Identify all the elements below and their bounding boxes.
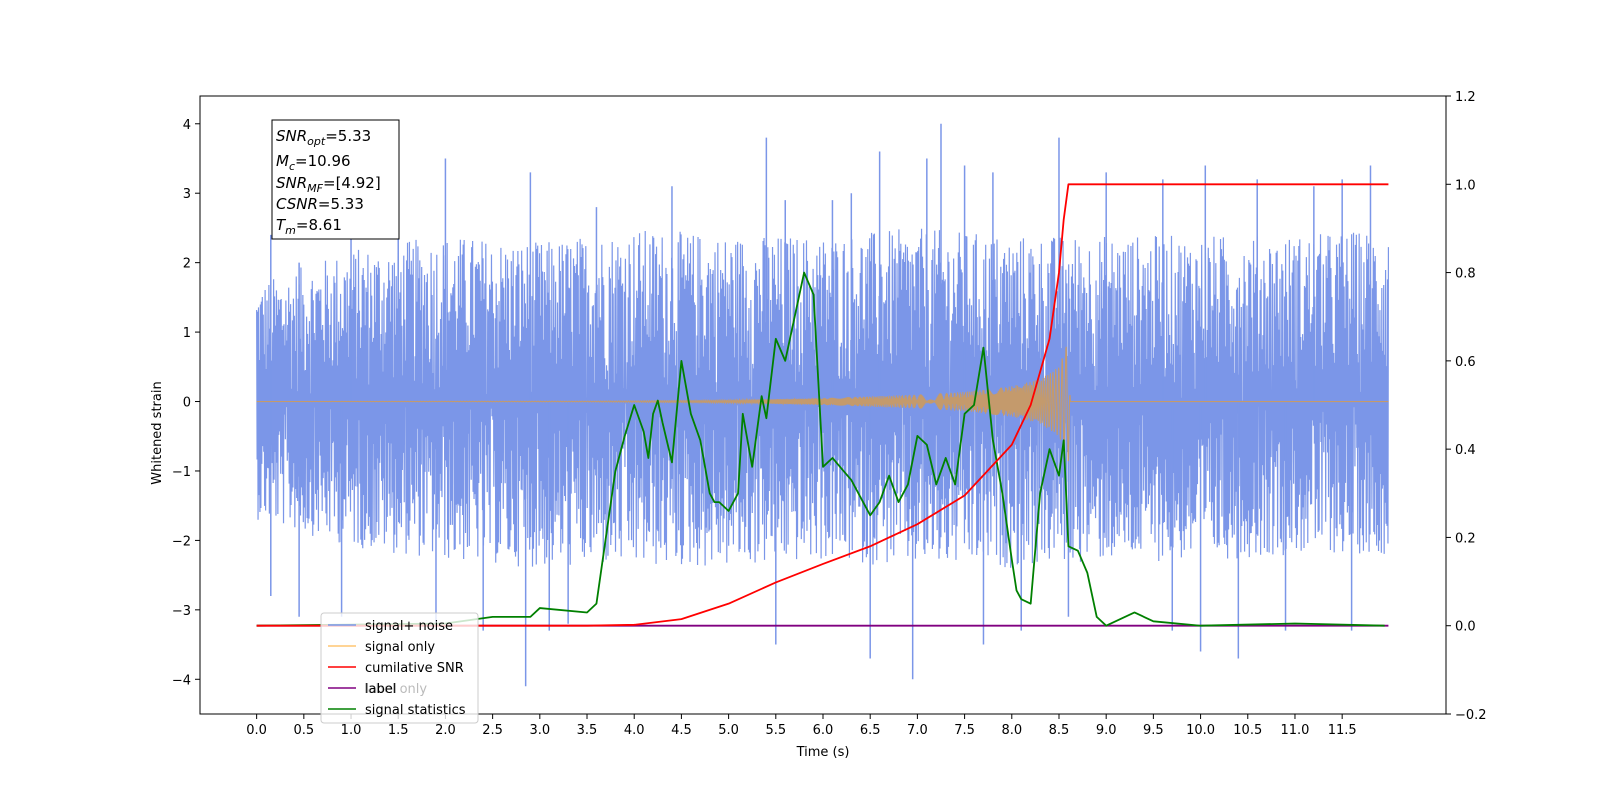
x-tick-label: 2.0 [435,723,456,738]
y2-tick-label: 0.4 [1455,443,1476,458]
info-box: SNRopt=5.33 Mc=10.96 SNRMF=[4.92] CSNR=5… [271,119,400,240]
x-tick-label: 3.0 [529,723,550,738]
y2-tick-label: 1.2 [1455,90,1476,105]
x-tick-label: 10.0 [1186,723,1215,738]
x-tick-label: 11.0 [1280,723,1309,738]
x-tick-label: 5.0 [718,723,739,738]
y2-tick-label: 0.0 [1455,620,1476,635]
x-tick-label: 3.5 [577,723,598,738]
info-csnr: CSNR=5.33 [276,195,364,213]
x-tick-label: 1.0 [341,723,362,738]
legend-frame [320,612,479,724]
x-axis-label: Time (s) [796,745,850,760]
x-tick-label: 9.5 [1143,723,1164,738]
y-axis-label: Whitened strain [150,381,165,484]
x-tick-label: 6.0 [813,723,834,738]
series-signal-statistics-line [256,271,1385,627]
y-tick-label: 3 [183,187,191,202]
y-tick-label: 0 [183,396,191,411]
x-tick-label: 11.5 [1328,723,1357,738]
x-tick-label: 4.5 [671,723,692,738]
legend-label-signal-statistics: signal statistics [365,703,466,718]
x-tick-label: 5.5 [765,723,786,738]
y-tick-label: −1 [172,465,191,480]
series-signal-noise-spikes [270,123,1372,687]
y2-tick-label: −0.2 [1455,708,1487,723]
legend-label-signal-only: signal only [365,640,435,655]
x-tick-label: 8.5 [1049,723,1070,738]
legend-label-label: label [365,682,396,697]
info-tm: Tm=8.61 [276,216,342,237]
ticks-layer: 0.0 0.5 1.0 1.5 2.0 2.5 3.0 3.5 4.0 4.5 5.0 5.5 6.0 6… [172,90,1487,738]
legend-label-signal-noise: signal+ noise [365,619,453,634]
info-snr-opt: SNRopt=5.33 [276,127,371,148]
y-tick-label: 2 [183,257,191,272]
x-tick-label: 6.5 [860,723,881,738]
legend-label-cumulative-snr: cumilative SNR [365,661,464,676]
x-tick-label: 0.5 [293,723,314,738]
info-box-frame [271,119,400,240]
x-tick-label: 4.0 [624,723,645,738]
y-tick-label: −4 [172,673,191,688]
x-tick-label: 9.0 [1096,723,1117,738]
legend: label only signal+ noise signal only cum… [320,612,479,724]
y2-tick-label: 0.6 [1455,355,1476,370]
legend-hidden-text: label only [364,682,427,697]
y2-tick-label: 0.8 [1455,267,1476,282]
y-tick-label: −3 [172,604,191,619]
x-tick-label: 1.5 [388,723,409,738]
y-tick-label: −2 [172,534,191,549]
x-tick-label: 7.5 [954,723,975,738]
x-tick-label: 7.0 [907,723,928,738]
series-cumulative-snr-line [256,183,1389,627]
info-mc: Mc=10.96 [276,152,351,173]
series-signal-only-line [256,346,1389,462]
x-tick-label: 10.5 [1233,723,1262,738]
y-tick-label: 4 [183,118,191,133]
x-tick-label: 0.0 [246,723,267,738]
y2-tick-label: 1.0 [1455,178,1476,193]
info-snr-mf: SNRMF=[4.92] [276,174,381,195]
series-layer [256,123,1390,687]
x-tick-label: 2.5 [482,723,503,738]
x-tick-label: 8.0 [1001,723,1022,738]
y2-tick-label: 0.2 [1455,531,1476,546]
y-tick-label: 1 [183,326,191,341]
series-signal-noise-line [256,228,1390,568]
